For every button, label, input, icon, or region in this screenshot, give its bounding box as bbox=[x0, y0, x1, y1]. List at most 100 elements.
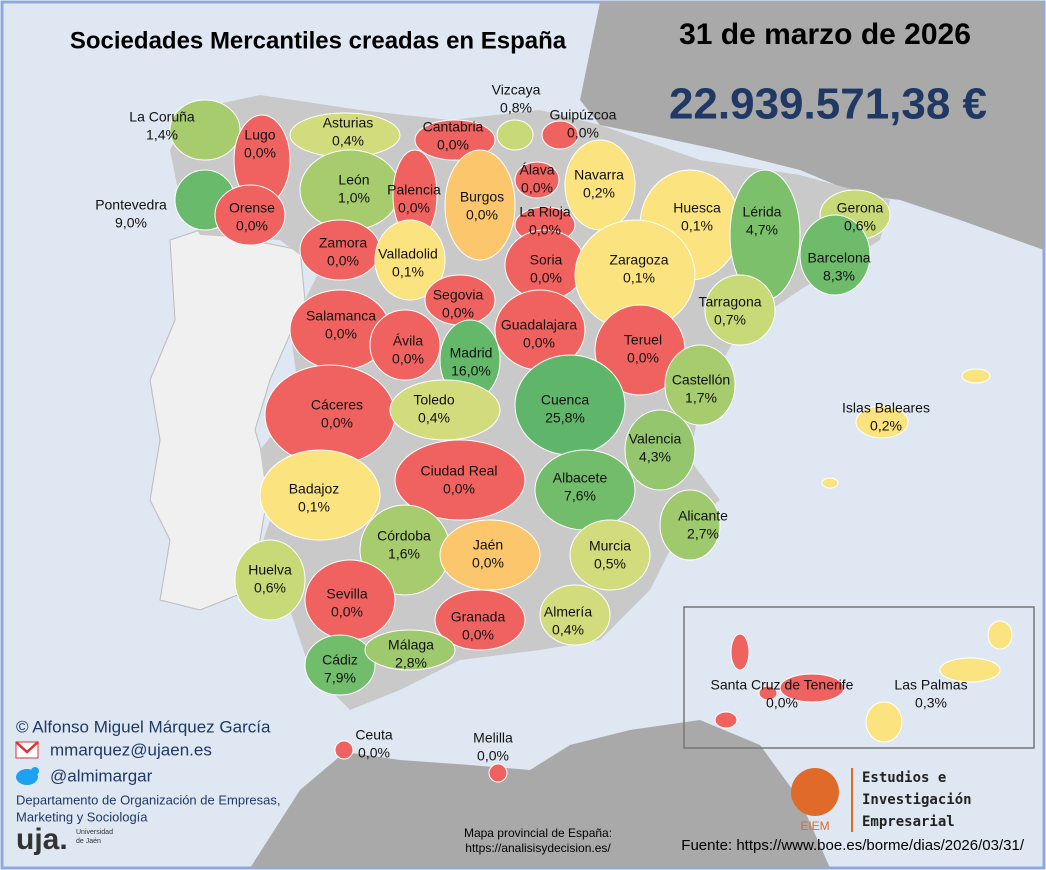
province-name: Murcia bbox=[589, 538, 631, 554]
province-share: 0,0% bbox=[443, 481, 475, 497]
mail-icon bbox=[15, 741, 39, 759]
province-share: 0,0% bbox=[523, 335, 555, 351]
province-share: 0,0% bbox=[521, 180, 553, 196]
province-area bbox=[855, 405, 909, 439]
province-name: Álava bbox=[519, 162, 554, 178]
province-share: 0,8% bbox=[500, 100, 532, 116]
province-name: Madrid bbox=[450, 345, 493, 361]
province-name: Albacete bbox=[553, 470, 608, 486]
province-name: Málaga bbox=[388, 637, 434, 653]
province-share: 0,0% bbox=[442, 305, 474, 321]
eiem-name-2: Investigación bbox=[862, 792, 972, 808]
university-logo: uja. bbox=[16, 823, 68, 856]
province-share: 16,0% bbox=[451, 363, 491, 379]
province-name: Córdoba bbox=[377, 528, 431, 544]
province-share: 0,5% bbox=[594, 556, 626, 572]
province-name: Melilla bbox=[473, 730, 513, 746]
author: © Alfonso Miguel Márquez García bbox=[16, 717, 271, 736]
province-share: 0,1% bbox=[298, 499, 330, 515]
province-name: La Coruña bbox=[129, 109, 195, 125]
province-area bbox=[514, 161, 560, 199]
province-area bbox=[389, 379, 501, 441]
province-share: 0,6% bbox=[844, 218, 876, 234]
province-share: 0,4% bbox=[332, 133, 364, 149]
twitter: @almimargar bbox=[50, 766, 153, 785]
province-area bbox=[758, 685, 778, 701]
province-area bbox=[169, 99, 241, 161]
province-name: Ceuta bbox=[355, 727, 393, 743]
province-name: Teruel bbox=[624, 332, 662, 348]
province-share: 0,1% bbox=[681, 218, 713, 234]
province-area bbox=[394, 439, 526, 521]
province-share: 0,0% bbox=[392, 351, 424, 367]
province-share: 0,0% bbox=[398, 200, 430, 216]
province-name: Valencia bbox=[629, 431, 682, 447]
france bbox=[580, 2, 1044, 250]
province-name: Las Palmas bbox=[894, 677, 967, 693]
province-name: La Rioja bbox=[519, 204, 571, 220]
province-share: 0,0% bbox=[567, 125, 599, 141]
province-share: 1,4% bbox=[146, 127, 178, 143]
province-area bbox=[569, 519, 651, 591]
province-share: 0,2% bbox=[870, 418, 902, 434]
date: 31 de marzo de 2026 bbox=[679, 18, 971, 51]
university-name-2: de Jaén bbox=[76, 838, 101, 845]
province-name: Jaén bbox=[473, 537, 503, 553]
province-name: Vizcaya bbox=[492, 82, 541, 98]
province-share: 7,9% bbox=[324, 670, 356, 686]
province-share: 0,0% bbox=[530, 270, 562, 286]
province-share: 0,6% bbox=[254, 580, 286, 596]
province-share: 0,0% bbox=[766, 695, 798, 711]
province-area bbox=[799, 214, 871, 296]
map-credit-1: Mapa provincial de España: bbox=[464, 826, 612, 840]
province-name: Guipúzcoa bbox=[550, 107, 617, 123]
province-share: 0,3% bbox=[915, 695, 947, 711]
province-name: Palencia bbox=[387, 182, 441, 198]
africa bbox=[250, 720, 830, 868]
province-share: 0,0% bbox=[327, 253, 359, 269]
province-name: Pontevedra bbox=[95, 197, 167, 213]
province-name: Cáceres bbox=[311, 397, 363, 413]
province-share: 0,0% bbox=[325, 326, 357, 342]
province-area bbox=[664, 344, 736, 426]
province-area bbox=[714, 711, 738, 729]
province-name: Sevilla bbox=[326, 586, 367, 602]
province-name: León bbox=[338, 172, 369, 188]
province-area bbox=[961, 368, 991, 384]
province-area bbox=[704, 274, 776, 346]
province-share: 1,6% bbox=[388, 546, 420, 562]
province-name: Granada bbox=[451, 609, 506, 625]
province-share: 8,3% bbox=[823, 268, 855, 284]
province-area bbox=[624, 409, 696, 491]
province-area bbox=[214, 184, 286, 246]
province-name: Guadalajara bbox=[501, 317, 577, 333]
map-credit-2: https://analisisydecision.es/ bbox=[465, 841, 611, 855]
province-area bbox=[865, 701, 903, 743]
province-area bbox=[779, 673, 845, 703]
province-share: 0,0% bbox=[472, 555, 504, 571]
province-name: Segovia bbox=[433, 287, 484, 303]
province-area bbox=[939, 657, 1001, 683]
eiem-logo-mark bbox=[791, 768, 839, 816]
province-area bbox=[541, 120, 579, 150]
province-share: 0,2% bbox=[583, 185, 615, 201]
province-share: 0,0% bbox=[236, 218, 268, 234]
provinces bbox=[169, 99, 1013, 783]
province-share: 25,8% bbox=[545, 410, 585, 426]
province-area bbox=[374, 219, 446, 301]
province-area bbox=[369, 309, 441, 381]
province-share: 0,1% bbox=[623, 270, 655, 286]
province-name: Castellón bbox=[672, 372, 730, 388]
province-share: 0,0% bbox=[466, 207, 498, 223]
province-share: 0,4% bbox=[418, 410, 450, 426]
source: Fuente: https://www.boe.es/borme/dias/20… bbox=[681, 837, 1025, 854]
province-name: Salamanca bbox=[306, 308, 376, 324]
province-area bbox=[334, 740, 354, 760]
province-name: Cuenca bbox=[541, 392, 589, 408]
eiem-name-3: Empresarial bbox=[862, 814, 955, 830]
province-share: 0,0% bbox=[529, 222, 561, 238]
province-share: 1,0% bbox=[338, 190, 370, 206]
twitter-icon bbox=[16, 767, 39, 785]
province-share: 0,7% bbox=[714, 312, 746, 328]
